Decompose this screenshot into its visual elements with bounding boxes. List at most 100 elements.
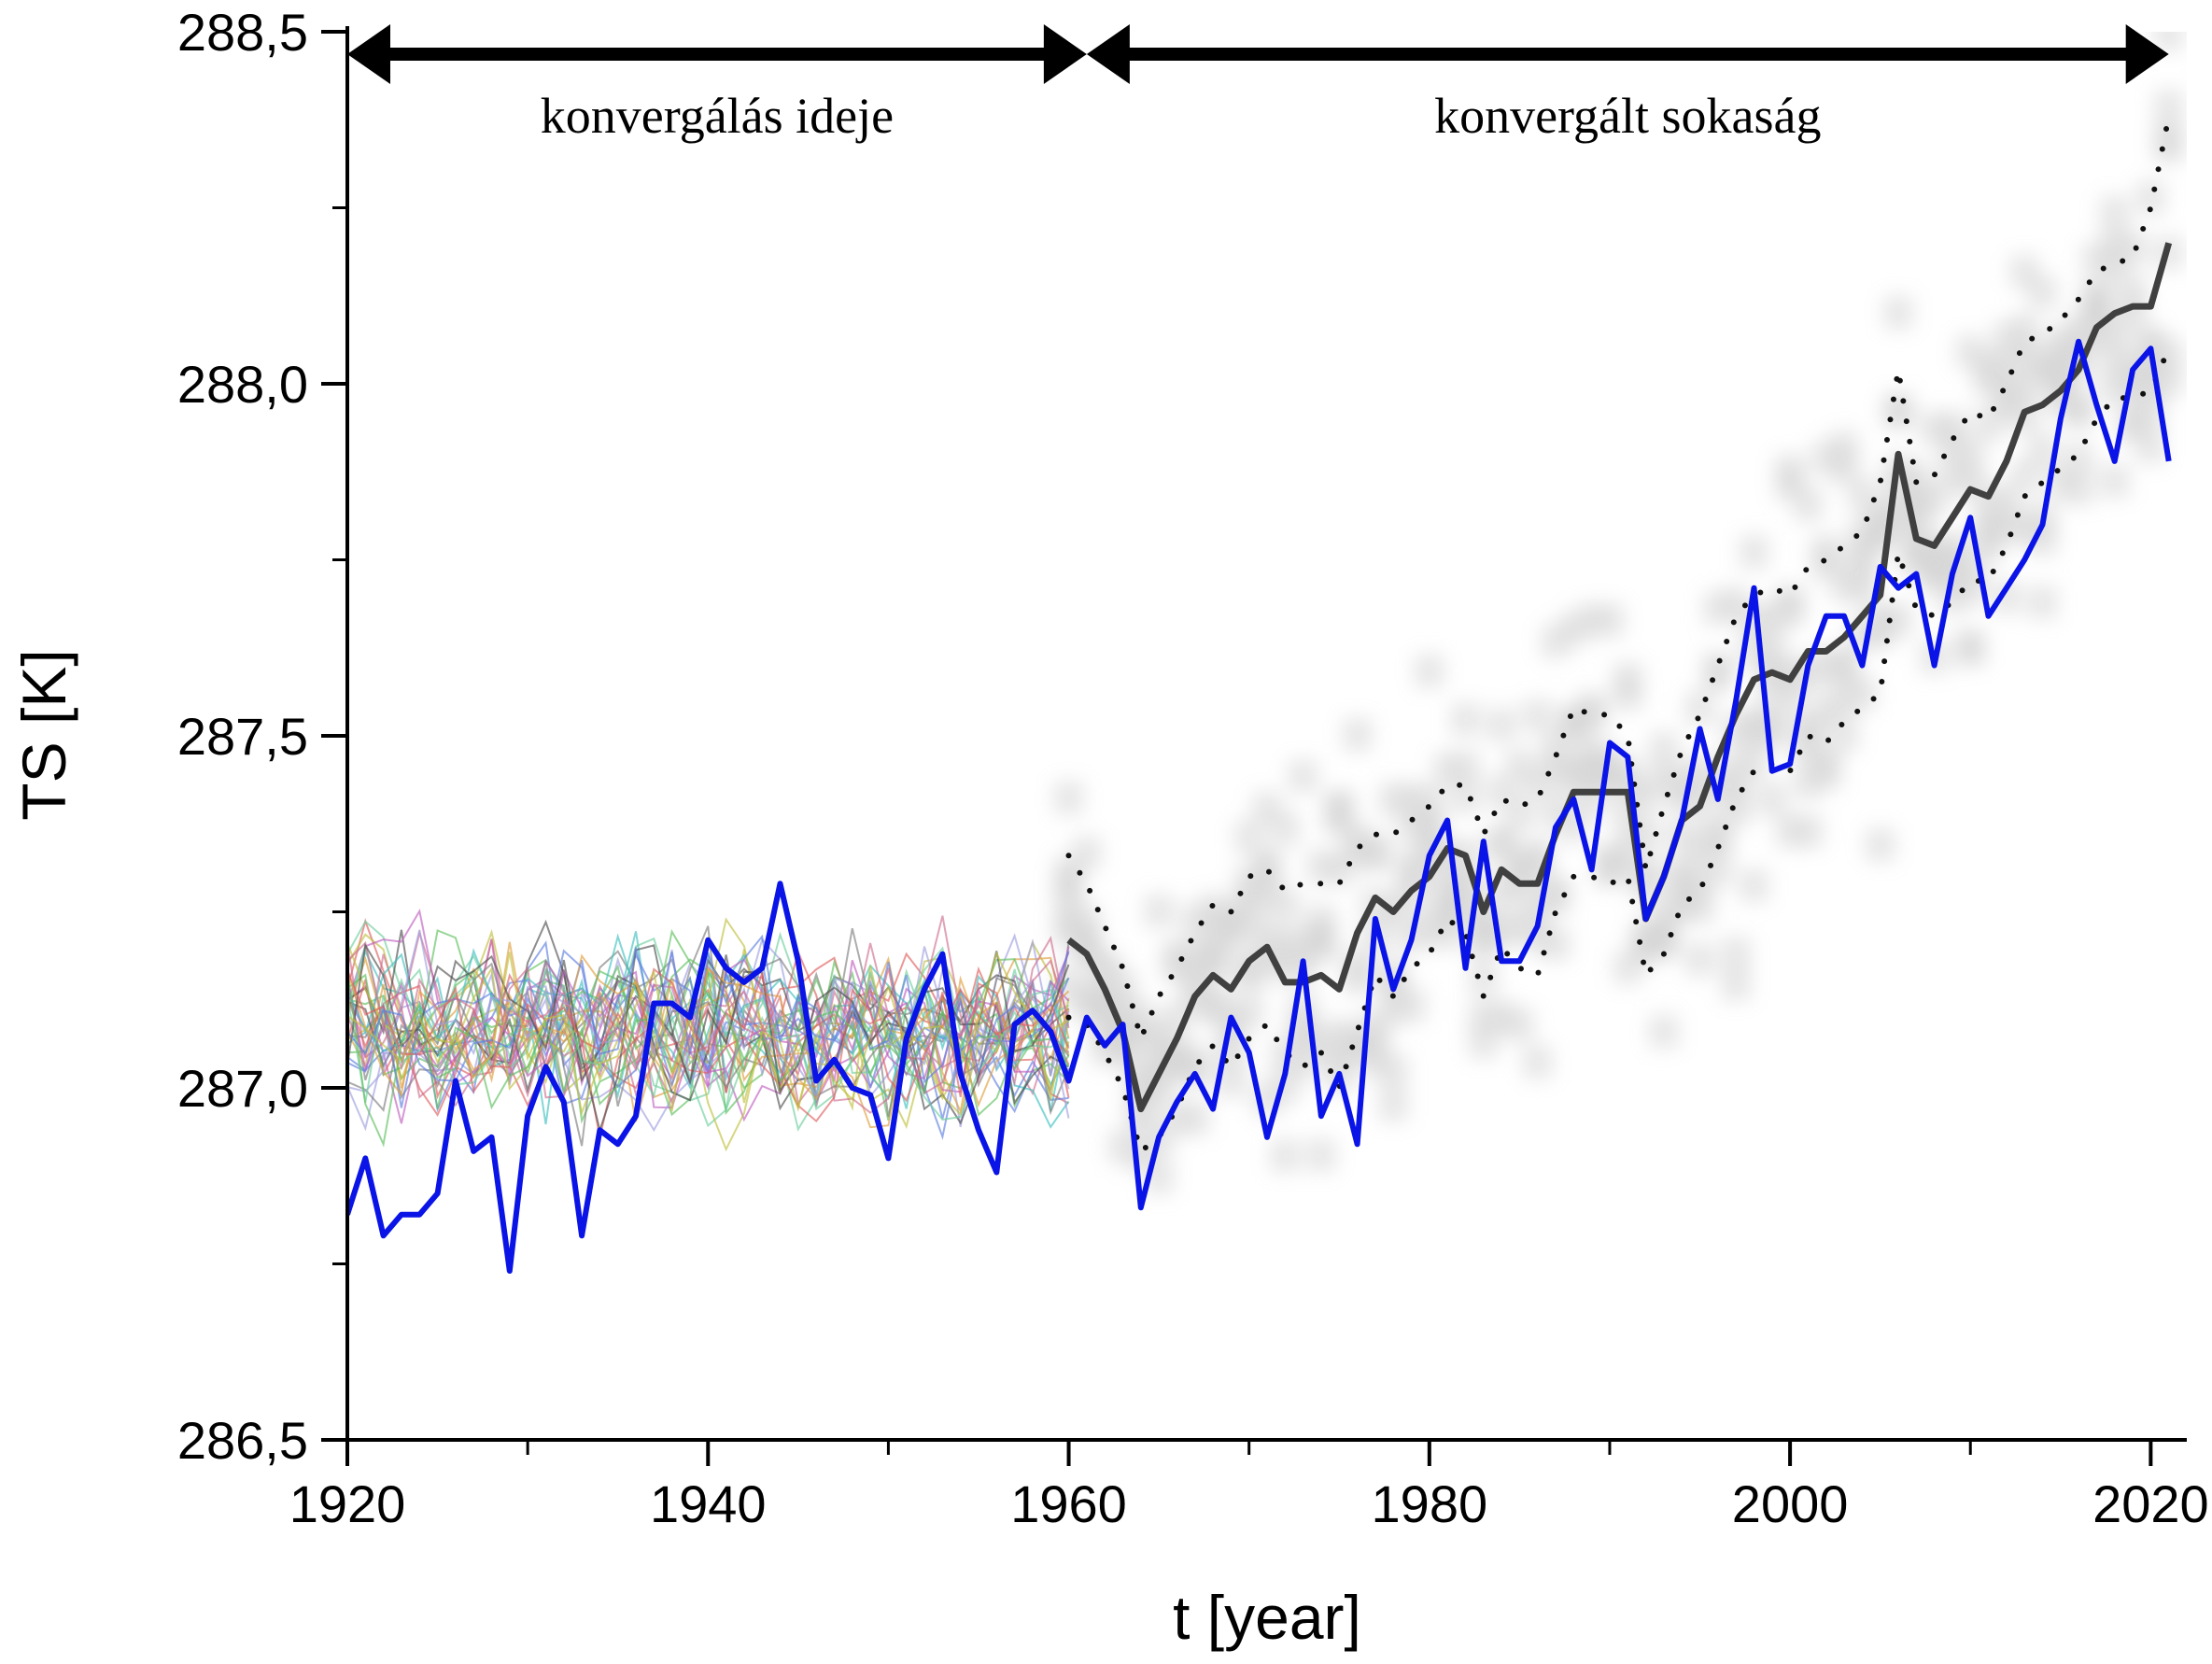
cloud-cell bbox=[1721, 793, 1752, 826]
cloud-cell bbox=[1648, 731, 1679, 766]
ensemble-spread-cloud bbox=[1053, 32, 2184, 1194]
cloud-cell bbox=[1450, 780, 1481, 814]
cloud-cell bbox=[1955, 633, 1986, 668]
cloud-cell bbox=[1793, 814, 1824, 849]
cloud-cell bbox=[2064, 442, 2094, 476]
y-tick-label: 286,5 bbox=[177, 1411, 308, 1470]
cloud-cell bbox=[1613, 661, 1643, 696]
cloud-cell bbox=[1270, 1138, 1301, 1173]
cloud-cell bbox=[1468, 961, 1499, 995]
range-arrow bbox=[347, 24, 1087, 84]
arrow-left-head bbox=[347, 24, 390, 84]
cloud-cell bbox=[1504, 1008, 1535, 1042]
cloud-cell bbox=[1721, 937, 1752, 970]
cloud-cell bbox=[1847, 676, 1878, 711]
x-tick-label: 1960 bbox=[1010, 1474, 1127, 1533]
cloud-cell bbox=[1829, 430, 1859, 465]
ensemble-member-line bbox=[347, 940, 1070, 1114]
arrow-left-head bbox=[1086, 24, 1130, 84]
cloud-cell bbox=[1396, 988, 1427, 1022]
range-arrow bbox=[1086, 24, 2169, 84]
cloud-cell bbox=[1233, 994, 1264, 1029]
x-axis-title: t [year] bbox=[1173, 1583, 1361, 1652]
ensemble-upper-bound-line bbox=[1065, 113, 2172, 1048]
ensemble-member-line bbox=[347, 915, 1070, 1107]
cloud-cell bbox=[1288, 759, 1318, 794]
ensemble-mean-line bbox=[1066, 242, 2173, 1113]
cloud-cell bbox=[2135, 430, 2166, 464]
y-tick-label: 288,5 bbox=[177, 3, 308, 62]
cloud-cell bbox=[1702, 852, 1733, 885]
cloud-cell bbox=[1883, 395, 1913, 430]
ensemble-member-line bbox=[347, 950, 1069, 1152]
cloud-cell bbox=[1378, 1054, 1409, 1089]
ensemble-member-line bbox=[347, 928, 1070, 1148]
cloud-cell bbox=[1414, 654, 1444, 688]
cloud-cell bbox=[1486, 708, 1517, 742]
cloud-cell bbox=[2064, 393, 2094, 428]
ensemble-member-line bbox=[347, 971, 1069, 1128]
cloud-cell bbox=[1721, 966, 1752, 1001]
cloud-cell bbox=[1522, 1045, 1553, 1079]
ensemble-member-line bbox=[347, 909, 1070, 1109]
ensemble-member-line bbox=[347, 934, 1070, 1084]
cloud-cell bbox=[1342, 717, 1373, 752]
cloud-cell bbox=[2153, 89, 2184, 123]
x-tick-label: 1980 bbox=[1372, 1474, 1488, 1533]
cloud-cell bbox=[1450, 751, 1481, 785]
cloud-cell bbox=[1847, 550, 1878, 585]
y-tick-label: 287,5 bbox=[177, 707, 308, 766]
cloud-cell bbox=[1270, 811, 1301, 846]
cloud-cell bbox=[1595, 603, 1625, 638]
ensemble-member-line bbox=[347, 953, 1070, 1129]
cloud-cell bbox=[1305, 927, 1336, 962]
cloud-cell bbox=[1829, 717, 1859, 752]
cloud-cell bbox=[1450, 702, 1481, 737]
y-tick-label: 288,0 bbox=[177, 355, 308, 414]
arrow-right-head bbox=[2125, 24, 2169, 84]
cloud-cell bbox=[1071, 836, 1102, 870]
x-tick-label: 1920 bbox=[289, 1474, 406, 1533]
cloud-cell bbox=[1648, 1014, 1679, 1049]
cloud-cell bbox=[1810, 534, 1841, 569]
range-annotation-label: konvergált sokaság bbox=[1434, 88, 1821, 144]
ensemble-member-line bbox=[347, 917, 1070, 1117]
cloud-cell bbox=[1378, 1088, 1409, 1122]
cloud-cell bbox=[2009, 313, 2040, 347]
x-tick-label: 2000 bbox=[1732, 1474, 1849, 1533]
cloud-cell bbox=[1179, 1101, 1210, 1135]
cloud-cell bbox=[2099, 195, 2130, 230]
cloud-cell bbox=[1739, 535, 1769, 570]
x-tick-label: 1940 bbox=[650, 1474, 767, 1533]
cloud-cell bbox=[1739, 868, 1769, 903]
cloud-cell bbox=[1793, 487, 1824, 522]
arrow-right-head bbox=[1043, 24, 1087, 84]
cloud-cell bbox=[1053, 781, 1084, 815]
cloud-cell bbox=[2027, 275, 2058, 309]
cloud-cell bbox=[1756, 782, 1787, 816]
cloud-cell bbox=[1883, 295, 1913, 330]
cloud-cell bbox=[1522, 698, 1553, 733]
y-axis-title: TS [K] bbox=[9, 649, 78, 820]
ensemble-member-line bbox=[347, 959, 1070, 1086]
cloud-cell bbox=[2153, 120, 2184, 154]
cloud-cell bbox=[1684, 942, 1715, 977]
cloud-cell bbox=[1270, 888, 1301, 923]
cloud-cell bbox=[2081, 280, 2112, 315]
cloud-cell bbox=[2027, 585, 2058, 620]
y-tick-label: 287,0 bbox=[177, 1059, 308, 1118]
cloud-cell bbox=[2153, 32, 2184, 51]
cloud-cell bbox=[1576, 699, 1607, 734]
cloud-cell bbox=[1541, 927, 1571, 962]
cloud-cell bbox=[1810, 746, 1841, 781]
cloud-cell bbox=[1865, 827, 1895, 862]
cloud-cell bbox=[1702, 652, 1733, 686]
cloud-cell bbox=[1144, 894, 1175, 928]
cloud-cell bbox=[1360, 838, 1390, 872]
x-tick-label: 2020 bbox=[2092, 1474, 2209, 1533]
cloud-cell bbox=[1504, 797, 1535, 831]
cloud-cell bbox=[2064, 472, 2094, 506]
cloud-cell bbox=[2099, 464, 2130, 499]
